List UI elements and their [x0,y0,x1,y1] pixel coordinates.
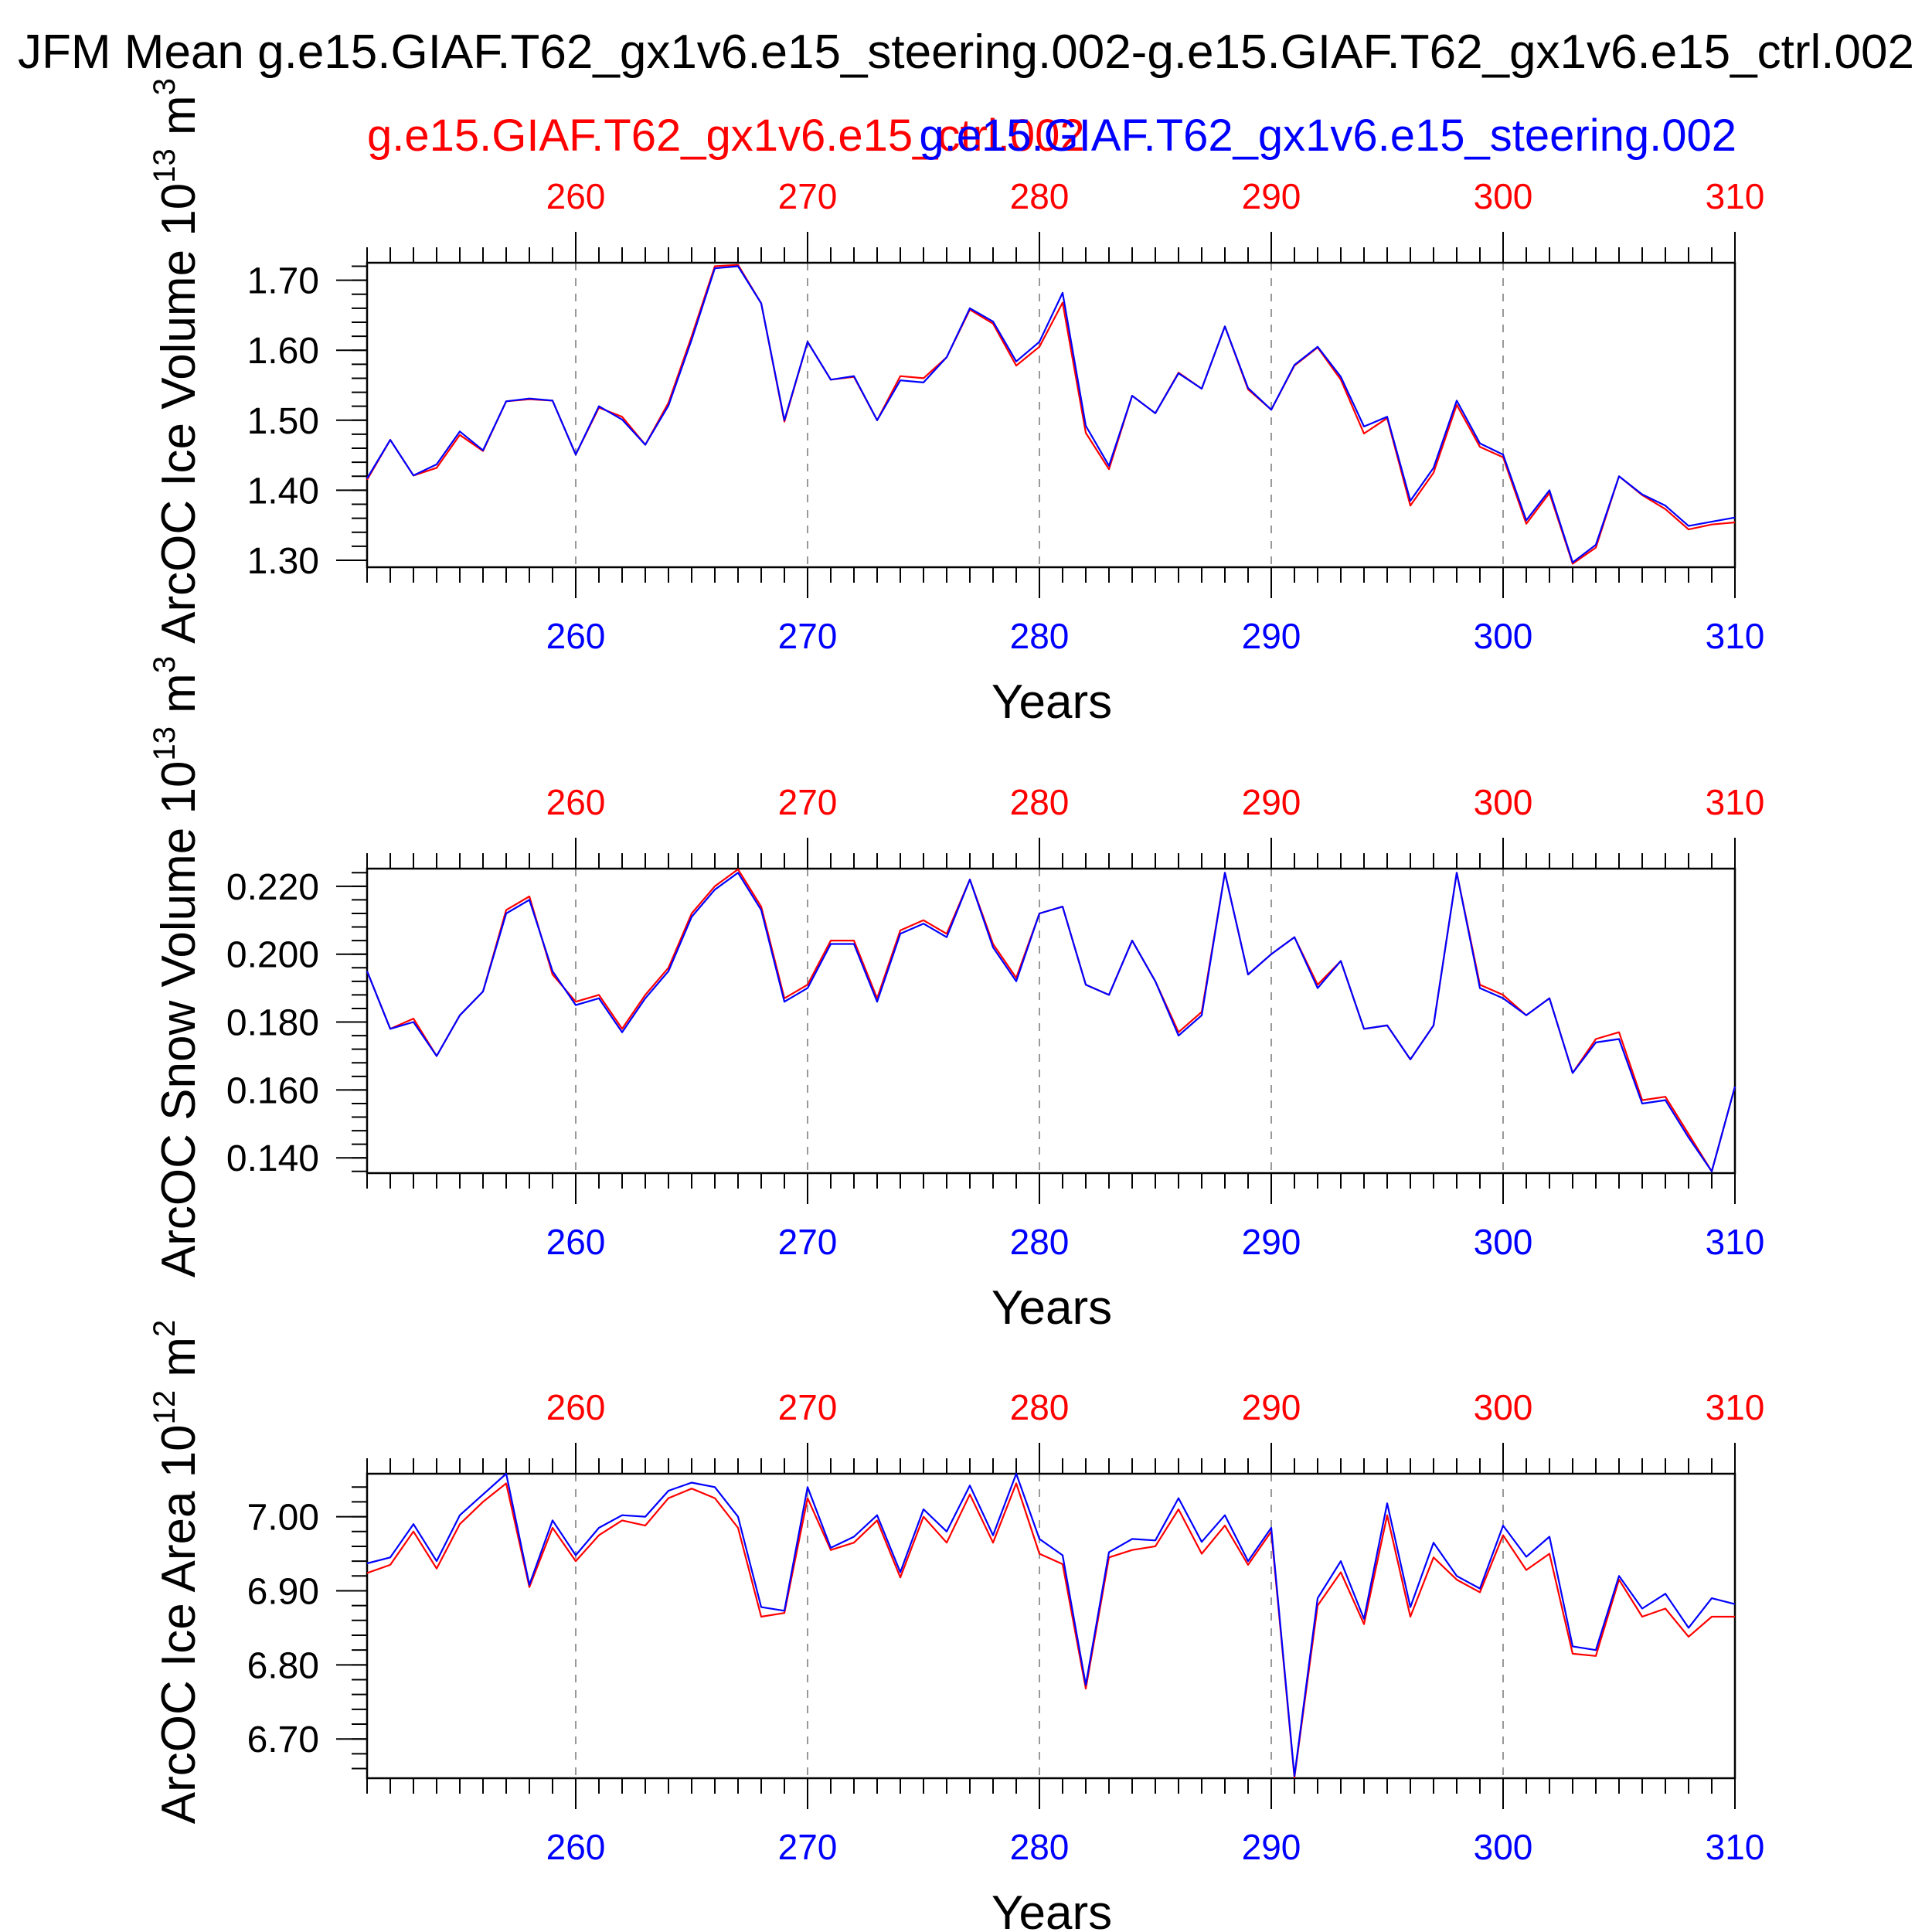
x-axis-title: Years [992,1281,1112,1335]
x-top-tick-label-260: 260 [546,782,606,822]
y-tick-label-1.60: 1.60 [247,331,319,372]
y-tick-label-0.220: 0.220 [226,867,319,908]
x-top-tick-label-280: 280 [1010,176,1070,216]
x-axis-title: Years [992,1886,1112,1932]
x-bottom-tick-label-290: 290 [1242,1827,1301,1867]
x-bottom-tick-label-300: 300 [1474,1827,1533,1867]
y-axis-title: ArcOC Ice Volume 1013 m3 [148,78,206,644]
y-tick-label-1.40: 1.40 [247,471,319,512]
y-axis-title: ArcOC Ice Area 1012 m2 [148,1320,206,1825]
x-top-tick-label-270: 270 [778,176,838,216]
figure-title: JFM Mean g.e15.GIAF.T62_gx1v6.e15_steeri… [18,26,1914,79]
x-top-tick-label-310: 310 [1706,1387,1765,1427]
x-top-tick-label-300: 300 [1474,1387,1533,1427]
y-tick-label-6.90: 6.90 [247,1571,319,1612]
x-top-tick-label-270: 270 [778,1387,838,1427]
y-tick-label-0.180: 0.180 [226,1003,319,1044]
y-tick-label-1.70: 1.70 [247,261,319,302]
x-bottom-tick-label-260: 260 [546,1222,606,1262]
x-bottom-tick-label-280: 280 [1010,616,1070,656]
y-tick-label-1.30: 1.30 [247,541,319,582]
y-tick-label-6.80: 6.80 [247,1645,319,1686]
series-line-steering [366,1472,1736,1777]
x-bottom-tick-label-310: 310 [1706,616,1765,656]
x-top-tick-label-280: 280 [1010,782,1070,822]
x-bottom-tick-label-310: 310 [1706,1827,1765,1867]
y-tick-label-0.160: 0.160 [226,1070,319,1111]
chart-panel-ice-area: 6.70 6.80 6.90 7.00 260 260 270 270 280 280 290 290… [148,1320,1764,1932]
x-bottom-tick-label-260: 260 [546,616,606,656]
x-top-tick-label-300: 300 [1474,782,1533,822]
x-bottom-tick-label-260: 260 [546,1827,606,1867]
x-top-tick-label-260: 260 [546,176,606,216]
x-bottom-tick-label-290: 290 [1242,616,1301,656]
x-top-tick-label-280: 280 [1010,1387,1070,1427]
x-top-tick-label-310: 310 [1706,176,1765,216]
y-axis-title: ArcOC Snow Volume 1013 m3 [148,656,206,1277]
chart-panel-ice-volume: 1.30 1.40 1.50 1.60 1.70 260 260 270 270 280 280 29… [148,78,1764,729]
plot-frame [366,261,1736,569]
x-bottom-tick-label-270: 270 [778,1827,838,1867]
x-top-tick-label-260: 260 [546,1387,606,1427]
x-bottom-tick-label-310: 310 [1706,1222,1765,1262]
y-tick-label-1.50: 1.50 [247,401,319,442]
series-line-steering [366,872,1736,1172]
plot-frame [366,867,1736,1175]
y-tick-label-0.140: 0.140 [226,1138,319,1179]
x-axis-title: Years [992,675,1112,729]
x-bottom-tick-label-300: 300 [1474,616,1533,656]
x-bottom-tick-label-270: 270 [778,616,838,656]
chart-panel-snow-volume: 0.140 0.160 0.180 0.200 0.220 260 260 270 270 280… [148,656,1764,1335]
y-tick-label-0.200: 0.200 [226,935,319,976]
x-top-tick-label-290: 290 [1242,1387,1301,1427]
x-bottom-tick-label-280: 280 [1010,1222,1070,1262]
legend-ctrl-label: g.e15.GIAF.T62_gx1v6.e15_ctrl.002 [367,111,1085,161]
series-line-ctrl [366,1482,1735,1779]
y-tick-label-7.00: 7.00 [247,1498,319,1539]
x-top-tick-label-310: 310 [1706,782,1765,822]
x-bottom-tick-label-300: 300 [1474,1222,1533,1262]
series-line-steering [366,265,1736,563]
x-bottom-tick-label-290: 290 [1242,1222,1301,1262]
y-tick-label-6.70: 6.70 [247,1719,319,1760]
x-top-tick-label-270: 270 [778,782,838,822]
x-top-tick-label-290: 290 [1242,782,1301,822]
x-top-tick-label-290: 290 [1242,176,1301,216]
legend-steering-label: g.e15.GIAF.T62_gx1v6.e15_steering.002 [919,111,1736,161]
x-top-tick-label-300: 300 [1474,176,1533,216]
plot-frame [366,1472,1736,1780]
x-bottom-tick-label-280: 280 [1010,1827,1070,1867]
x-bottom-tick-label-270: 270 [778,1222,838,1262]
